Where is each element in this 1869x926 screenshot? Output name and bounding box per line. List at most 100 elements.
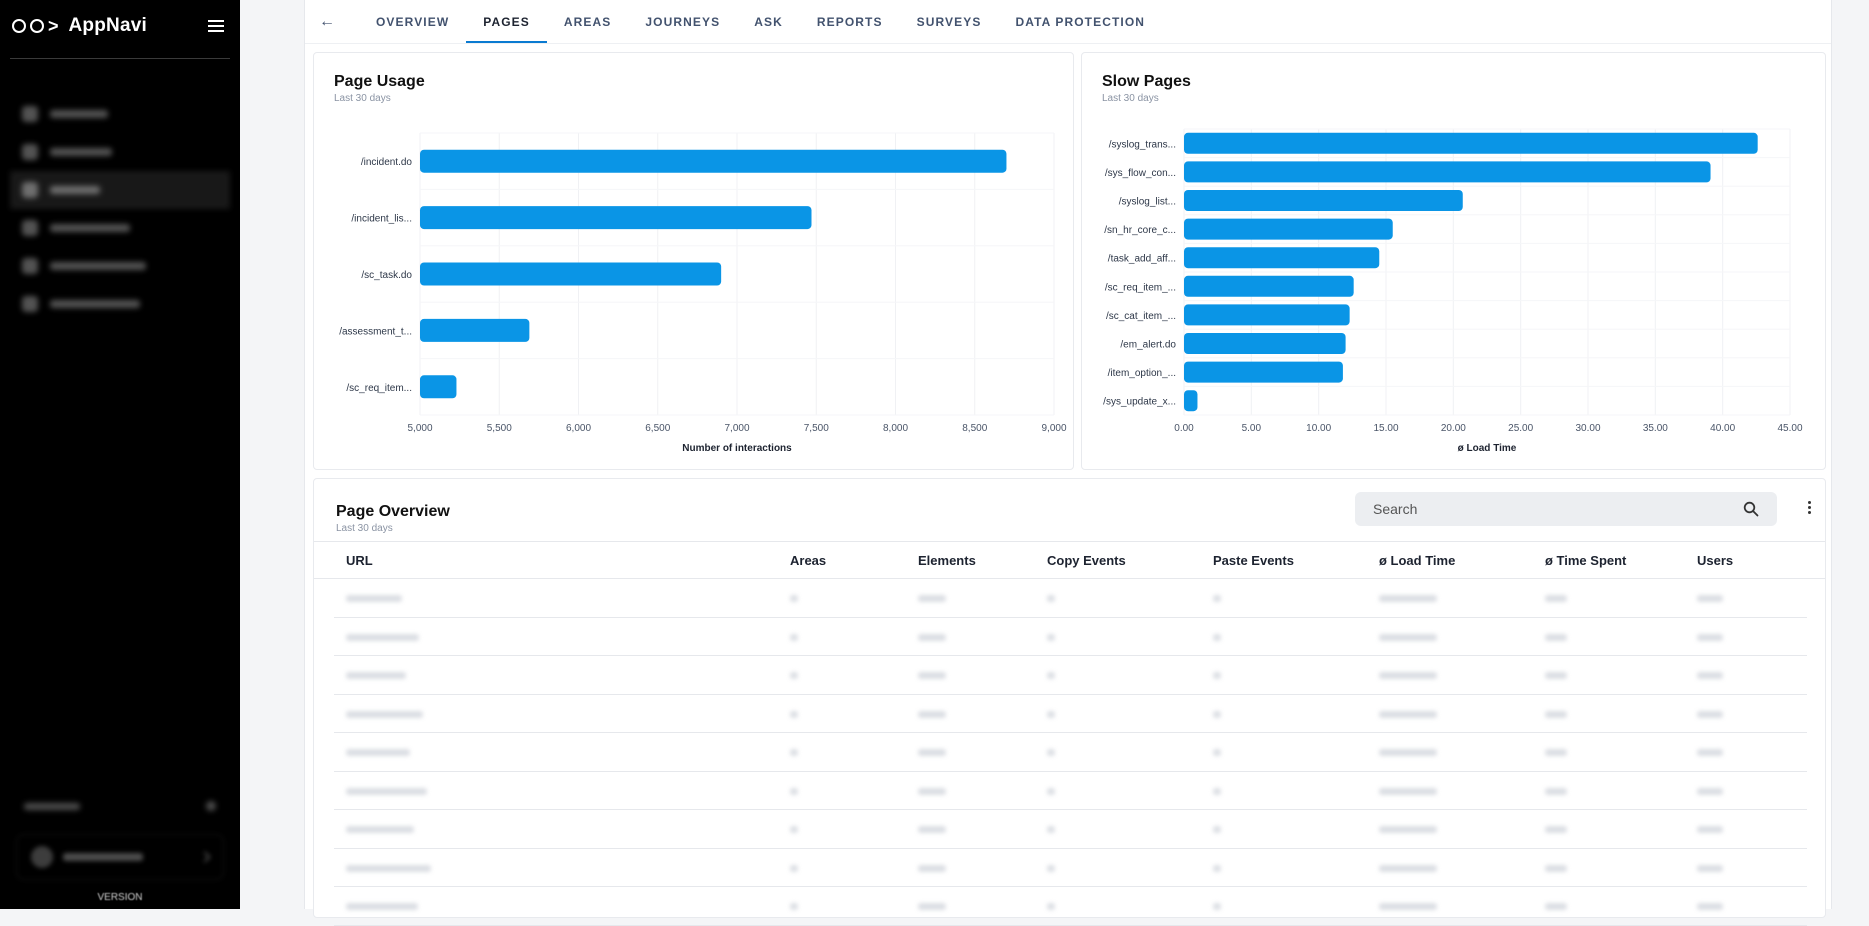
tab-pages[interactable]: PAGES bbox=[466, 0, 547, 44]
table-cell-redacted bbox=[1213, 903, 1221, 910]
x-tick-label: 8,000 bbox=[883, 423, 908, 434]
x-tick-label: 6,000 bbox=[566, 423, 591, 434]
tab-ask[interactable]: ASK bbox=[754, 14, 783, 29]
table-row[interactable] bbox=[334, 849, 1807, 887]
bar[interactable] bbox=[1184, 161, 1711, 183]
table-row[interactable] bbox=[334, 810, 1807, 849]
tab-overview[interactable]: OVERVIEW bbox=[376, 14, 450, 29]
table-row[interactable] bbox=[334, 733, 1807, 772]
tab-journeys[interactable]: JOURNEYS bbox=[645, 14, 721, 29]
page-usage-subtitle: Last 30 days bbox=[334, 93, 391, 104]
back-arrow-icon[interactable]: ← bbox=[319, 12, 335, 30]
discovery-icon bbox=[22, 144, 38, 160]
product-selector[interactable] bbox=[24, 792, 216, 820]
column-header-load-time[interactable]: ø Load Time bbox=[1379, 553, 1456, 568]
category-label: /sc_req_item... bbox=[346, 383, 412, 394]
bar[interactable] bbox=[1184, 190, 1463, 211]
page-usage-chart: 5,000 5,500 6,000 6,500 7,000 7,500 8,000 8,500… bbox=[339, 132, 1067, 454]
table-row[interactable] bbox=[334, 618, 1807, 656]
table-cell-redacted bbox=[1379, 826, 1437, 833]
bar[interactable] bbox=[420, 318, 530, 342]
bar[interactable] bbox=[420, 262, 722, 286]
more-options-icon[interactable] bbox=[1808, 501, 1811, 514]
table-cell-redacted bbox=[1545, 826, 1567, 833]
table-cell-redacted bbox=[346, 595, 402, 602]
table-row[interactable] bbox=[334, 887, 1807, 926]
table-cell-redacted bbox=[918, 826, 946, 833]
table-cell-redacted bbox=[790, 903, 798, 910]
category-label: /sc_task.do bbox=[361, 270, 412, 281]
table-cell-redacted bbox=[346, 903, 418, 910]
category-label: /item_option_... bbox=[1108, 368, 1176, 379]
sidebar-item-manage-assets[interactable] bbox=[0, 285, 240, 323]
bar[interactable] bbox=[1184, 304, 1350, 326]
sidebar-item-insights[interactable] bbox=[10, 171, 230, 209]
page-overview-subtitle: Last 30 days bbox=[336, 523, 393, 534]
bar[interactable] bbox=[1184, 132, 1758, 154]
tab-reports[interactable]: REPORTS bbox=[816, 14, 883, 29]
table-cell-redacted bbox=[1545, 672, 1567, 679]
search-input[interactable] bbox=[1373, 501, 1743, 517]
bar[interactable] bbox=[1184, 333, 1346, 354]
manage-assets-icon bbox=[22, 296, 38, 312]
table-cell-redacted bbox=[1697, 672, 1723, 679]
table-cell-redacted bbox=[790, 749, 798, 756]
bar[interactable] bbox=[1184, 390, 1198, 412]
x-tick-label: 0.00 bbox=[1174, 423, 1194, 434]
table-cell-redacted bbox=[346, 672, 406, 679]
bar[interactable] bbox=[420, 206, 812, 230]
table-cell-redacted bbox=[918, 595, 946, 602]
column-header-areas[interactable]: Areas bbox=[790, 553, 827, 568]
sidebar-item-target-audience[interactable] bbox=[0, 247, 240, 285]
brand-header: > AppNavi bbox=[0, 0, 240, 52]
hamburger-menu-icon[interactable] bbox=[204, 16, 228, 36]
tab-surveys[interactable]: SURVEYS bbox=[916, 14, 982, 29]
category-label: /syslog_trans... bbox=[1109, 139, 1176, 150]
column-header-users[interactable]: Users bbox=[1697, 553, 1734, 568]
table-cell-redacted bbox=[1047, 826, 1055, 833]
column-header-time-spent[interactable]: ø Time Spent bbox=[1545, 553, 1627, 568]
table-cell-redacted bbox=[1047, 864, 1055, 872]
table-cell-redacted bbox=[1047, 633, 1055, 641]
table-cell-redacted bbox=[918, 787, 946, 795]
slow-pages-chart: 0.00 5.00 10.00 15.00 20.00 25.00 30.00 35.00 40… bbox=[1103, 128, 1803, 454]
category-label: /task_add_aff... bbox=[1108, 254, 1176, 265]
search-icon[interactable] bbox=[1743, 501, 1759, 517]
user-menu[interactable] bbox=[16, 834, 224, 880]
table-cell-redacted bbox=[1379, 672, 1437, 679]
sidebar-item-media-library[interactable] bbox=[0, 209, 240, 247]
column-header-elements[interactable]: Elements bbox=[918, 553, 976, 568]
table-row[interactable] bbox=[334, 579, 1807, 618]
category-label: /sys_flow_con... bbox=[1105, 168, 1176, 179]
table-row[interactable] bbox=[334, 656, 1807, 695]
sidebar-item-discovery[interactable] bbox=[0, 133, 240, 171]
column-header-copy-events[interactable]: Copy Events bbox=[1047, 553, 1126, 568]
bar[interactable] bbox=[1184, 361, 1343, 383]
x-tick-label: 25.00 bbox=[1508, 423, 1533, 434]
bar[interactable] bbox=[1184, 247, 1380, 269]
bar[interactable] bbox=[420, 149, 1007, 173]
column-header-url[interactable]: URL bbox=[346, 553, 373, 568]
bar[interactable] bbox=[1184, 218, 1393, 240]
table-cell-redacted bbox=[346, 864, 431, 872]
sidebar: > AppNavi VERSION bbox=[0, 0, 240, 909]
table-cell-redacted bbox=[1545, 710, 1567, 718]
tab-data-protection[interactable]: DATA PROTECTION bbox=[1015, 14, 1146, 29]
x-tick-label: 9,000 bbox=[1041, 423, 1066, 434]
category-label: /sc_cat_item_... bbox=[1106, 311, 1176, 322]
table-row[interactable] bbox=[334, 772, 1807, 810]
table-cell-redacted bbox=[1697, 710, 1723, 718]
column-header-paste-events[interactable]: Paste Events bbox=[1213, 553, 1294, 568]
table-cell-redacted bbox=[1697, 903, 1723, 910]
table-row[interactable] bbox=[334, 695, 1807, 733]
chevron-right-icon bbox=[199, 851, 211, 863]
table-cell-redacted bbox=[918, 672, 946, 679]
tab-areas[interactable]: AREAS bbox=[563, 14, 612, 29]
table-cell-redacted bbox=[918, 864, 946, 872]
x-tick-label: 5.00 bbox=[1242, 423, 1262, 434]
bar[interactable] bbox=[420, 375, 457, 399]
table-cell-redacted bbox=[1379, 710, 1437, 718]
sidebar-item-audience[interactable] bbox=[0, 95, 240, 133]
bar[interactable] bbox=[1184, 275, 1354, 297]
x-tick-label: 5,000 bbox=[407, 423, 432, 434]
